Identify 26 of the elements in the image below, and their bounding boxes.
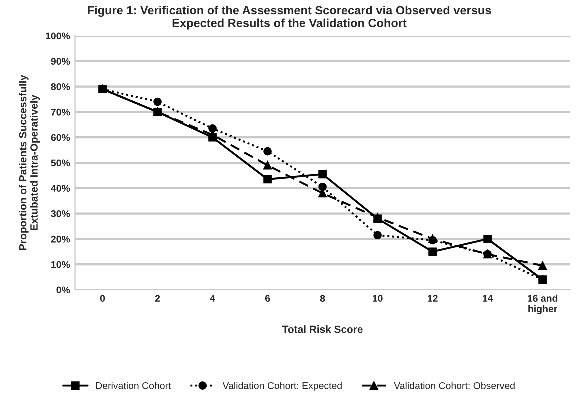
legend-label: Validation Cohort: Observed bbox=[394, 382, 515, 390]
legend-label: Derivation Cohort bbox=[96, 382, 172, 390]
y-tick-label: 50% bbox=[51, 160, 70, 167]
y-tick-label: 90% bbox=[51, 58, 70, 66]
y-axis-title: Proportion of Patients Successfully Extubated Intra-Operatively bbox=[19, 75, 40, 250]
y-tick-label: 10% bbox=[52, 261, 70, 268]
x-axis-title: Total Risk Score bbox=[282, 326, 363, 334]
y-tick-label: 70% bbox=[51, 108, 70, 116]
y-tick-label: 80% bbox=[51, 84, 70, 90]
y-tick-label: 30% bbox=[51, 210, 70, 218]
legend-label: Validation Cohort: Expected bbox=[222, 382, 342, 392]
x-tick-label: 8 bbox=[320, 295, 326, 302]
x-tick-label: 14 bbox=[483, 295, 494, 302]
x-tick-label: 10 bbox=[373, 295, 383, 302]
x-tick-label: 12 bbox=[428, 295, 438, 302]
x-tick-label: 6 bbox=[265, 295, 270, 302]
y-tick-label: 0% bbox=[56, 286, 70, 294]
y-tick-label: 40% bbox=[51, 185, 70, 192]
x-tick-label: 16 and higher bbox=[528, 294, 558, 314]
y-tick-label: 60% bbox=[51, 134, 70, 142]
x-tick-label: 0 bbox=[100, 295, 106, 302]
x-tick-label: 4 bbox=[210, 295, 216, 302]
y-tick-label: 20% bbox=[51, 236, 70, 243]
chart-title: Figure 1: Verification of the Assessment Scorecard via Observed versus Expected Results of the Validation Cohort bbox=[88, 6, 492, 30]
x-tick-label: 2 bbox=[155, 295, 160, 302]
y-tick-label: 100% bbox=[46, 32, 70, 40]
